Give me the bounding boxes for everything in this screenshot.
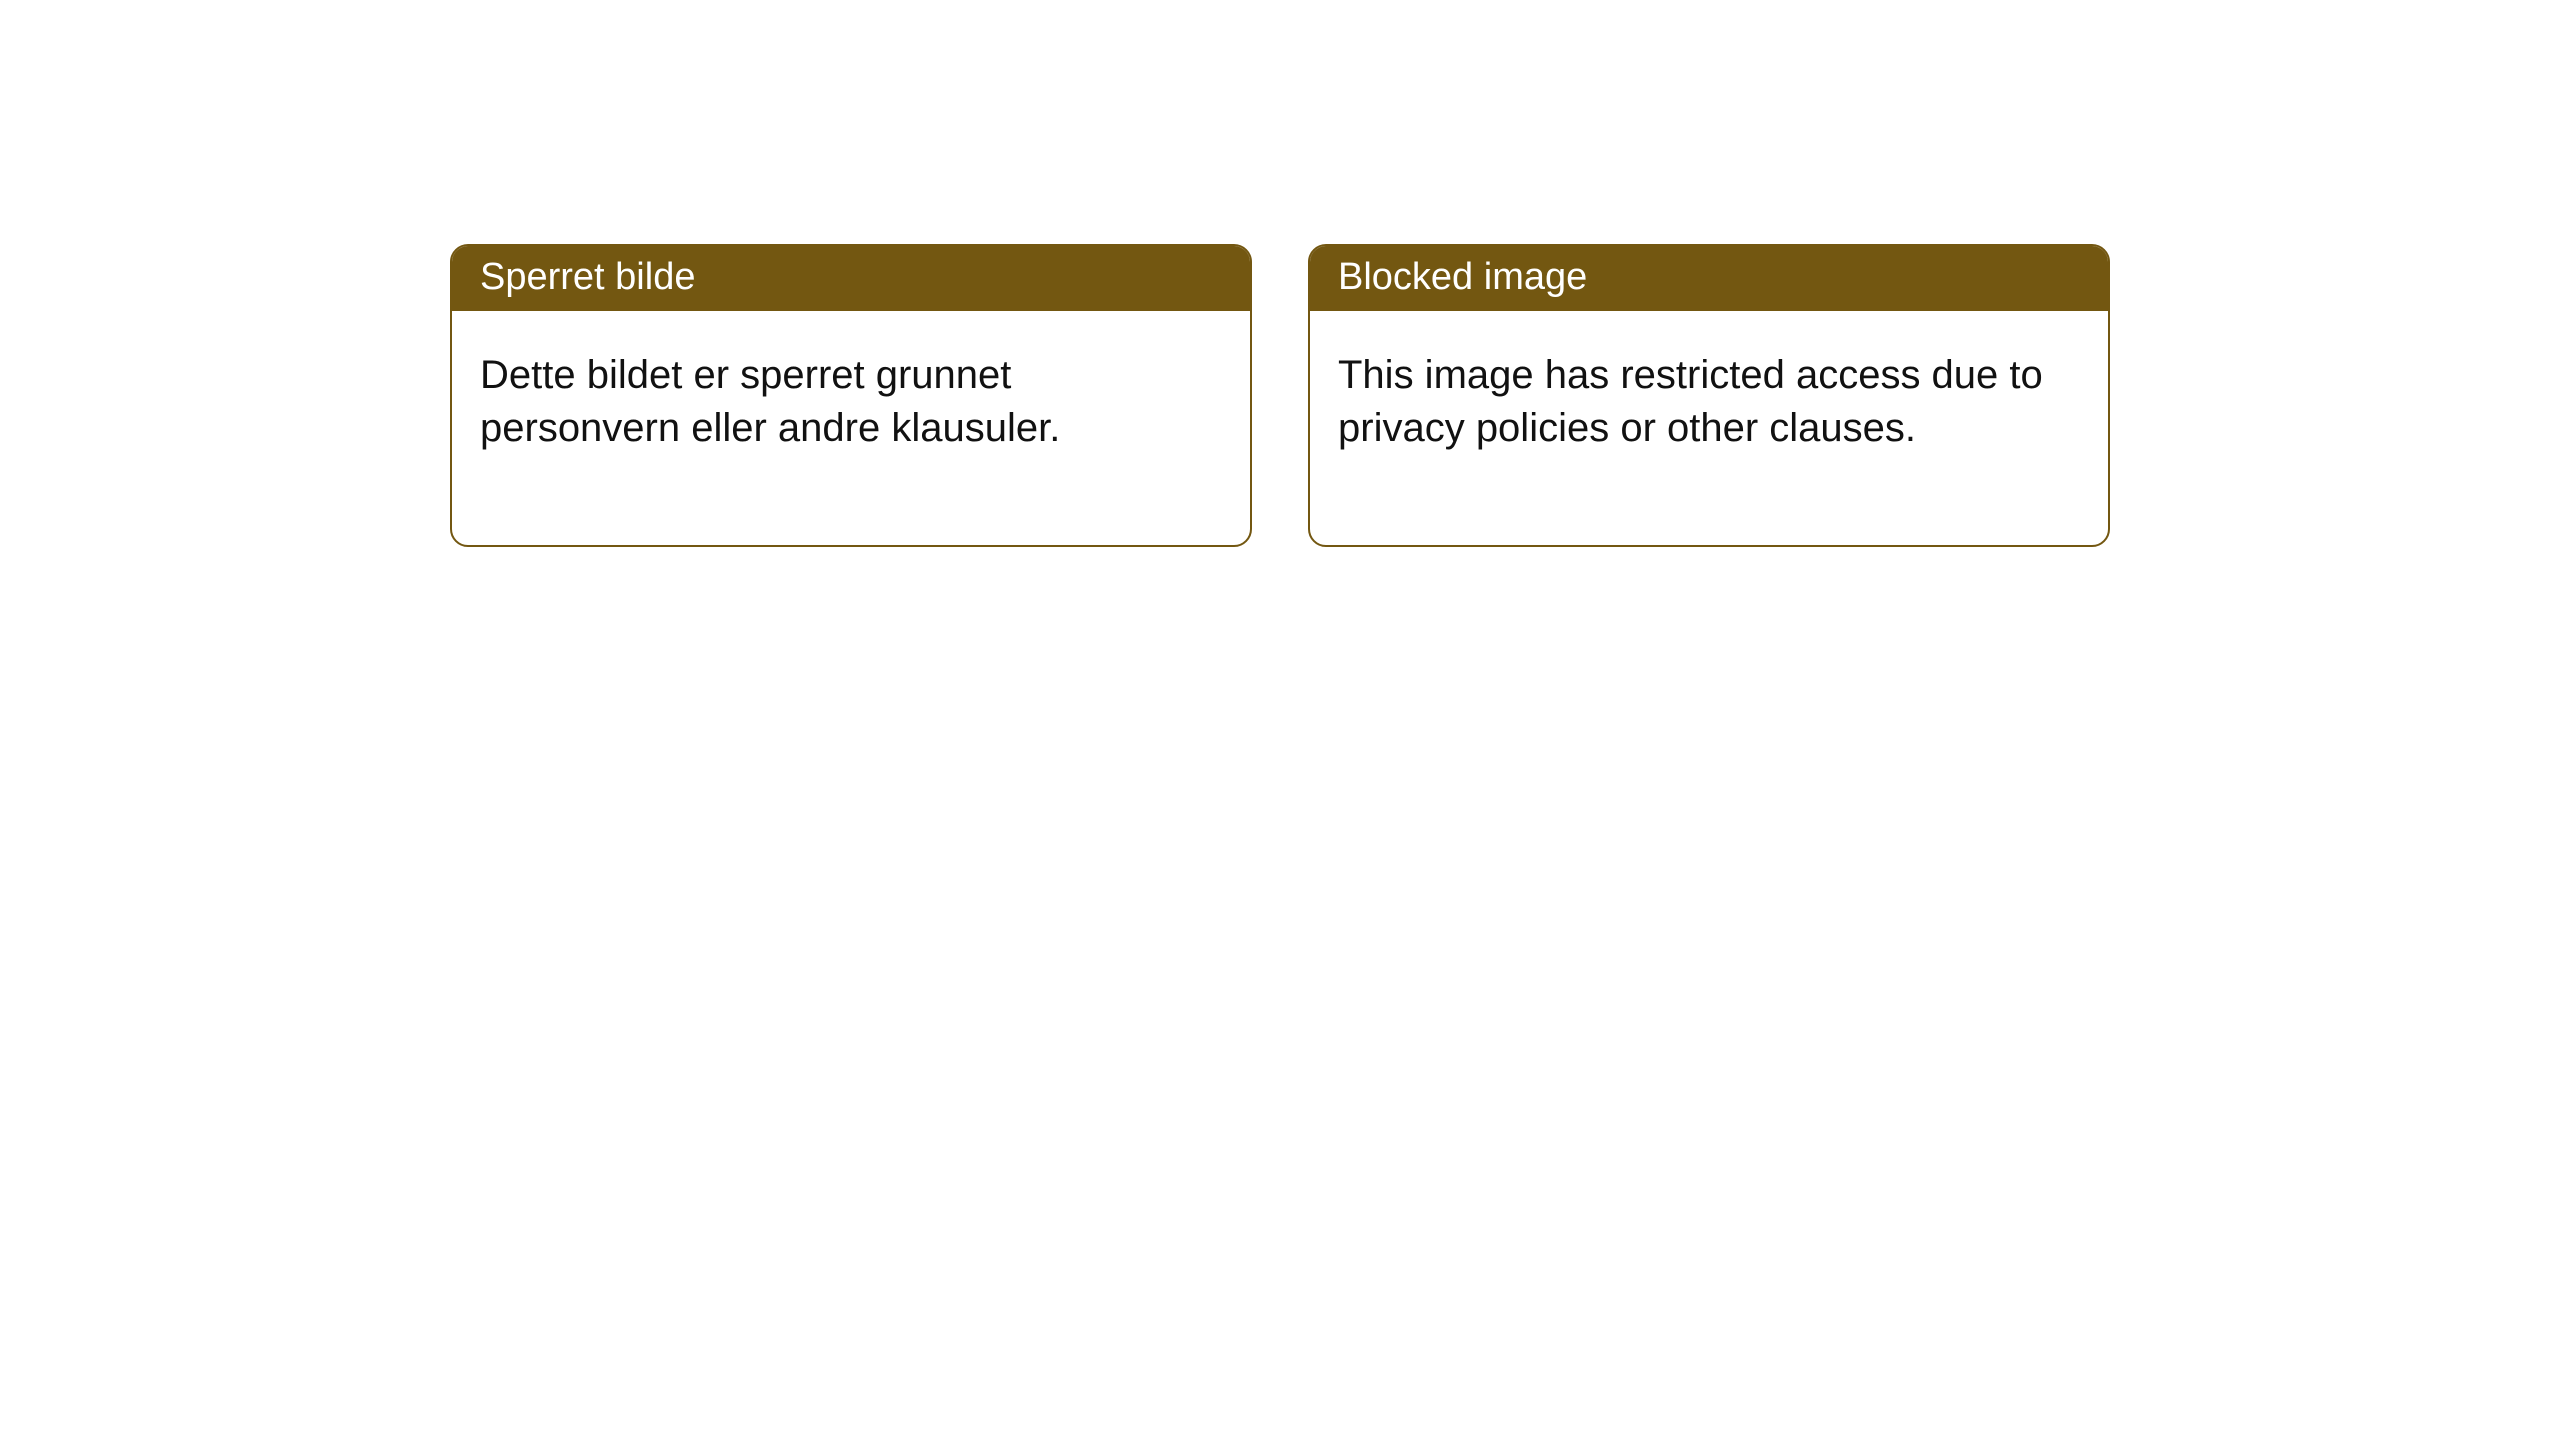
notice-card-norwegian: Sperret bilde Dette bildet er sperret gr…	[450, 244, 1252, 547]
notice-container: Sperret bilde Dette bildet er sperret gr…	[0, 0, 2560, 547]
notice-title: Sperret bilde	[452, 246, 1250, 311]
notice-body-text: This image has restricted access due to …	[1310, 311, 2108, 545]
notice-card-english: Blocked image This image has restricted …	[1308, 244, 2110, 547]
notice-body-text: Dette bildet er sperret grunnet personve…	[452, 311, 1250, 545]
notice-title: Blocked image	[1310, 246, 2108, 311]
